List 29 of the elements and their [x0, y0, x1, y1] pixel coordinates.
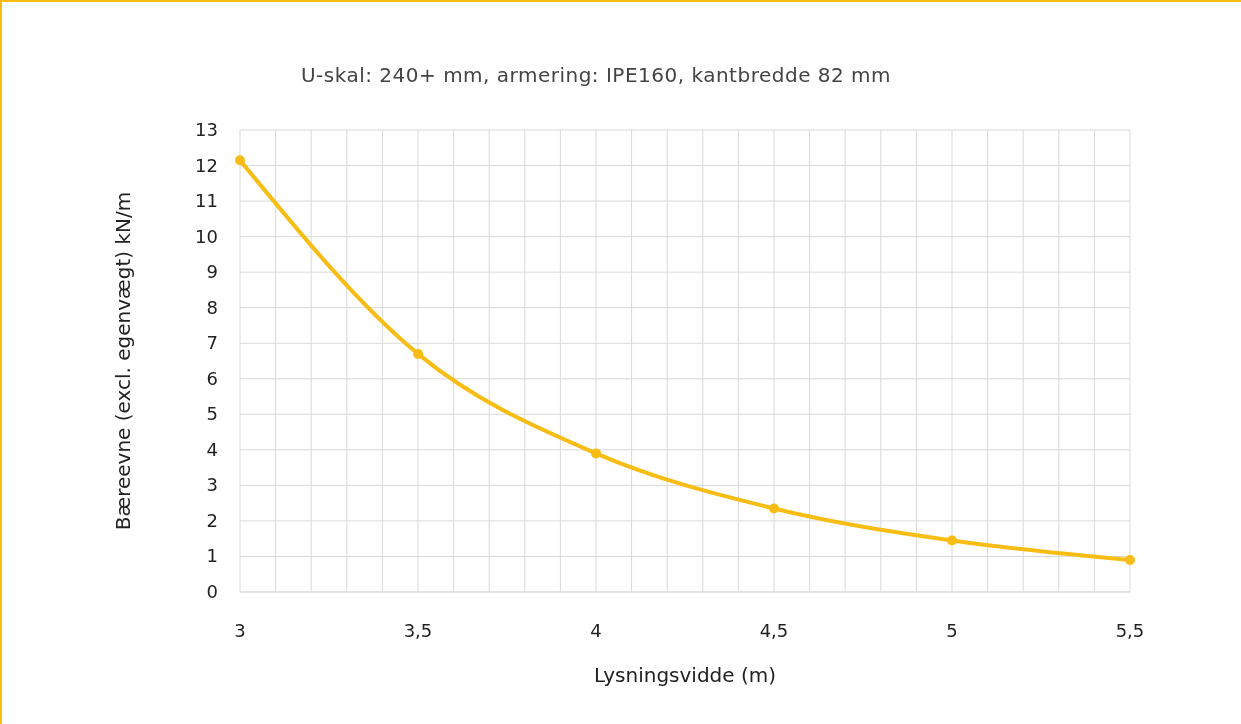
- point: [947, 535, 957, 546]
- point: [235, 155, 245, 166]
- y-tick-label: 2: [206, 509, 218, 531]
- y-tick-label: 5: [206, 403, 218, 425]
- x-tick-label: 5: [946, 620, 958, 641]
- x-tick-label: 4,5: [759, 620, 789, 641]
- y-tick-label: 10: [195, 225, 218, 247]
- point: [1125, 555, 1135, 566]
- y-tick-label: 9: [206, 261, 218, 283]
- y-tick-label: 0: [206, 581, 218, 602]
- y-tick-label: 11: [195, 190, 218, 212]
- y-axis-title: Bæreevne (excl. egenvægt) kN/m: [111, 191, 135, 531]
- x-tick-label: 3,5: [403, 620, 433, 641]
- x-axis-title: Lysningsvidde (m): [593, 663, 777, 687]
- point: [413, 348, 423, 359]
- y-tick-label: 7: [206, 332, 218, 354]
- y-tick-label: 8: [206, 296, 218, 318]
- y-tick-label: 12: [195, 154, 218, 176]
- x-tick-label: 4: [590, 620, 602, 641]
- x-tick-label: 5,5: [1115, 620, 1145, 641]
- y-tick-label: 3: [206, 474, 218, 496]
- y-tick-label: 6: [206, 367, 218, 389]
- y-tick-label: 1: [206, 545, 218, 567]
- y-tick-label: 4: [206, 438, 218, 460]
- chart-title: U-skal: 240+ mm, armering: IPE160, kantbredde 82 mm: [300, 63, 892, 87]
- point: [591, 448, 601, 459]
- x-tick-label: 3: [234, 620, 246, 641]
- y-tick-label: 13: [195, 119, 218, 140]
- point: [769, 503, 779, 514]
